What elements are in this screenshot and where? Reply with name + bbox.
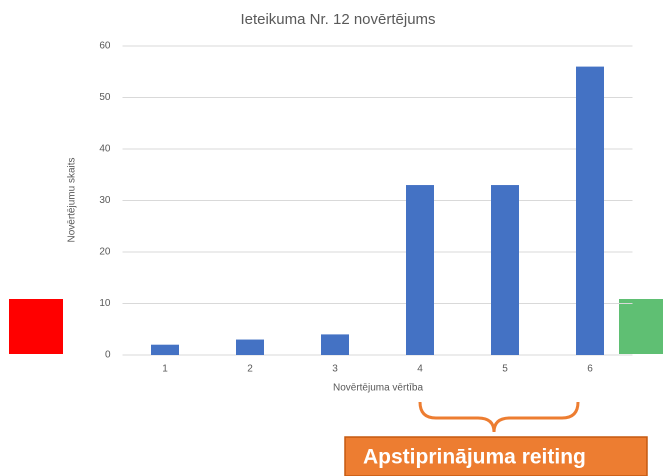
x-tick-label: 6 (587, 364, 593, 375)
y-tick-label: 10 (99, 298, 111, 309)
y-axis-label: Novērtējumu skaits (67, 157, 78, 242)
bar (321, 334, 349, 355)
bracket (418, 401, 580, 433)
x-tick-label: 3 (332, 364, 338, 375)
green-square (619, 299, 663, 354)
y-tick-label: 40 (99, 144, 111, 155)
y-tick-label: 0 (105, 350, 111, 361)
annotation-box (344, 436, 648, 476)
x-tick-label: 5 (502, 364, 508, 375)
x-tick-label: 1 (162, 364, 168, 375)
red-square (9, 299, 63, 354)
bar (406, 185, 434, 355)
y-tick-label: 60 (99, 41, 111, 52)
y-tick-label: 30 (99, 195, 111, 206)
x-tick-label: 4 (417, 364, 423, 375)
x-axis-label: Novērtējuma vērtība (333, 383, 423, 394)
bar (151, 344, 179, 355)
chart-title: Ieteikuma Nr. 12 novērtējums (240, 11, 435, 28)
annotation: Apstiprinājuma reiting (363, 446, 586, 469)
bar (576, 66, 604, 355)
bar (236, 339, 264, 355)
bar (491, 185, 519, 355)
y-tick-label: 50 (99, 92, 111, 103)
x-tick-label: 2 (247, 364, 253, 375)
y-tick-label: 20 (99, 247, 111, 258)
